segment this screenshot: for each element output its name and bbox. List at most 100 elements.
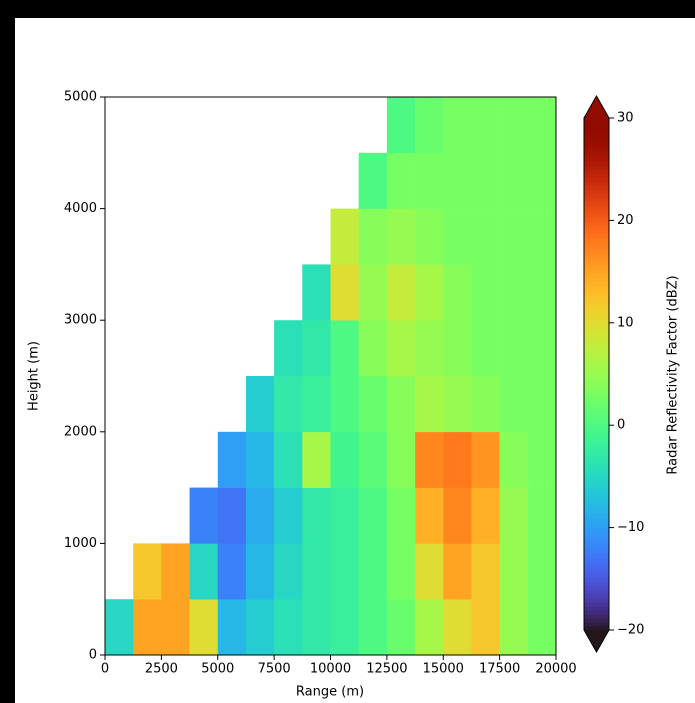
colorbar-segment [584,546,609,551]
colorbar-segment [584,626,609,631]
heatmap-cell [443,264,472,321]
heatmap-cell [217,599,247,656]
colorbar-segment [584,558,609,563]
colorbar-segment [584,362,609,367]
heatmap-cell [161,543,190,600]
colorbar-segment [584,158,609,163]
colorbar-segment [584,570,609,575]
heatmap-cell [443,320,472,377]
heatmap-cell [302,431,331,488]
colorbar-segment [584,214,609,219]
heatmap-cell [415,431,444,488]
heatmap-cell [386,376,416,433]
colorbar-segment [584,274,609,279]
colorbar-segment [584,426,609,431]
heatmap-cell [330,599,359,656]
heatmap-cell [443,543,472,600]
heatmap-cell [527,208,557,265]
heatmap-cell [471,264,500,321]
colorbar-segment [584,358,609,363]
heatmap-cell [274,431,303,488]
colorbar-segment [584,210,609,215]
heatmap-cell [330,376,359,433]
heatmap-cell [217,543,247,600]
colorbar-segment [584,170,609,175]
colorbar-segment [584,518,609,523]
colorbar-segment [584,378,609,383]
colorbar-segment [584,374,609,379]
heatmap-cell [330,487,359,544]
colorbar-segment [584,386,609,391]
colorbar-segment [584,606,609,611]
colorbar-segment [584,430,609,435]
colorbar-segment [584,290,609,295]
heatmap-cell [527,599,557,656]
colorbar-segment [584,594,609,599]
heatmap-cell [245,431,275,488]
y-tick-label: 0 [89,648,97,663]
heatmap-cell [330,543,359,600]
heatmap-cell [161,599,190,656]
colorbar-segment [584,238,609,243]
x-tick-label: 20000 [535,662,576,677]
colorbar-segment [584,582,609,587]
heatmap-cell [358,208,388,265]
heatmap-cell [415,599,444,656]
heatmap-cell [302,264,331,321]
colorbar-segment [584,610,609,615]
colorbar-segment [584,562,609,567]
colorbar-segment [584,254,609,259]
y-axis-label: Height (m) [27,341,42,411]
colorbar-segment [584,486,609,491]
heatmap-cell [499,320,529,377]
colorbar-segment [584,542,609,547]
colorbar-segment [584,306,609,311]
colorbar-segment [584,390,609,395]
y-tick-label: 1000 [64,536,97,551]
colorbar-segment [584,406,609,411]
colorbar-segment [584,258,609,263]
heatmap-cell [471,599,500,656]
heatmap-cell [245,543,275,600]
colorbar-segment [584,590,609,595]
colorbar-segment [584,574,609,579]
colorbar-segment [584,334,609,339]
colorbar-segment [584,394,609,399]
colorbar-segment [584,218,609,223]
heatmap-cell [527,152,557,209]
heatmap-cell [105,599,134,656]
heatmap-cell [499,264,529,321]
heatmap-cell [415,376,444,433]
colorbar-segment [584,538,609,543]
colorbar-segment [584,410,609,415]
colorbar-segment [584,270,609,275]
colorbar-segment [584,302,609,307]
colorbar-segment [584,526,609,531]
heatmap-cell [527,320,557,377]
colorbar-segment [584,138,609,143]
heatmap-cell [274,543,303,600]
y-tick-label: 2000 [64,424,97,439]
colorbar-segment [584,354,609,359]
colorbar-segment [584,206,609,211]
x-tick-label: 2500 [145,662,178,677]
colorbar-segment [584,422,609,427]
colorbar-segment [584,122,609,127]
heatmap-cell [415,152,444,209]
colorbar-tick-label: −20 [617,623,644,638]
colorbar-segment [584,506,609,511]
colorbar-segment [584,182,609,187]
colorbar-segment [584,586,609,591]
heatmap-cell [217,431,247,488]
x-tick-label: 17500 [479,662,520,677]
x-axis-label: Range (m) [296,685,364,700]
heatmap-cell [189,487,219,544]
colorbar-segment [584,438,609,443]
heatmap-cell [499,208,529,265]
colorbar-segment [584,350,609,355]
colorbar-segment [584,478,609,483]
colorbar-segment [584,338,609,343]
colorbar-segment [584,322,609,327]
colorbar-segment [584,330,609,335]
